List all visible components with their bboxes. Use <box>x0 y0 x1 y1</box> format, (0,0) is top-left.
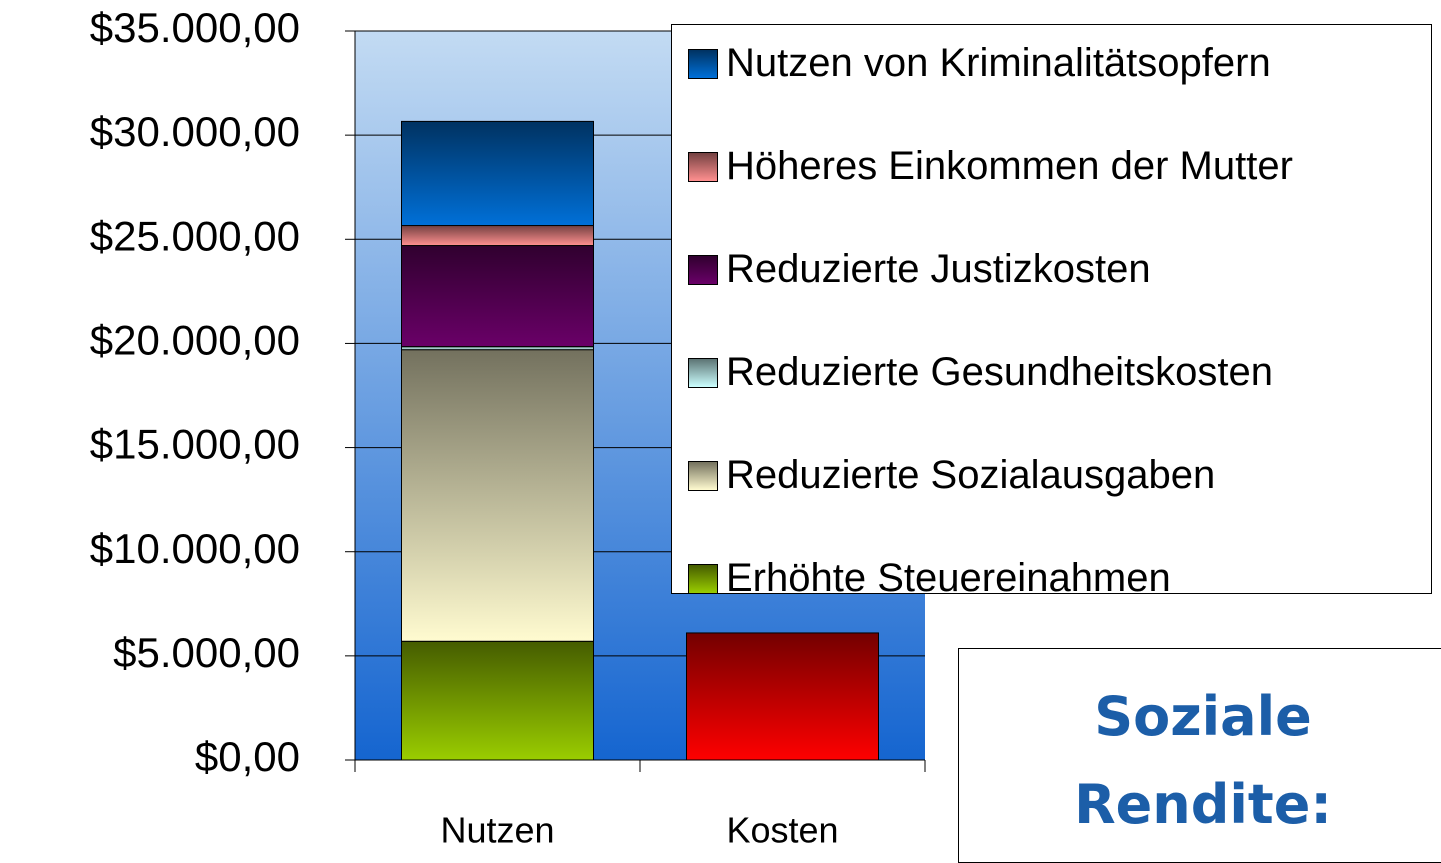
legend: Nutzen von Kriminalitätsopfern Höheres Ei… <box>671 24 1432 600</box>
y-tick-label: $35.000,00 <box>90 4 300 51</box>
legend-item: Erhöhte Steuereinahmen <box>688 552 1426 604</box>
legend-swatch <box>688 358 718 388</box>
legend-label: Nutzen von Kriminalitätsopfern <box>726 41 1271 85</box>
y-tick-label: $25.000,00 <box>90 212 300 259</box>
y-tick-label: $10.000,00 <box>90 525 300 572</box>
legend-item: Reduzierte Justizkosten <box>688 243 1426 295</box>
legend-swatch <box>688 564 718 594</box>
bar-segment <box>401 640 594 761</box>
y-tick-label: $5.000,00 <box>113 629 300 676</box>
legend-item: Nutzen von Kriminalitätsopfern <box>688 37 1426 89</box>
bar-segment <box>401 245 594 348</box>
legend-item: Reduzierte Sozialausgaben <box>688 449 1426 501</box>
bar-segment <box>686 632 879 761</box>
annotation: Soziale Rendite: <box>1074 685 1332 836</box>
legend-label: Reduzierte Justizkosten <box>726 247 1151 291</box>
legend-item: Reduzierte Gesundheitskosten <box>688 346 1306 398</box>
legend-swatch <box>688 49 718 79</box>
bar-segment <box>401 120 594 227</box>
y-tick-label: $30.000,00 <box>90 108 300 155</box>
bar-segment <box>401 225 594 247</box>
legend-label: Reduzierte Gesundheitskosten <box>726 350 1273 394</box>
legend-label: Erhöhte Steuereinahmen <box>726 556 1171 600</box>
y-tick-label: $15.000,00 <box>90 421 300 468</box>
legend-swatch <box>688 255 718 285</box>
bar-segment <box>401 349 594 642</box>
x-tick-label: Kosten <box>726 810 838 851</box>
legend-swatch <box>688 461 718 491</box>
legend-swatch <box>688 152 718 182</box>
annotation-box: Soziale Rendite: <box>958 648 1441 863</box>
legend-item: Höheres Einkommen der Mutter <box>688 140 1306 192</box>
x-tick-label: Nutzen <box>440 810 554 851</box>
legend-label: Höheres Einkommen der Mutter <box>726 144 1293 188</box>
legend-label: Reduzierte Sozialausgaben <box>726 453 1216 497</box>
y-tick-label: $0,00 <box>195 733 300 780</box>
y-tick-label: $20.000,00 <box>90 317 300 364</box>
